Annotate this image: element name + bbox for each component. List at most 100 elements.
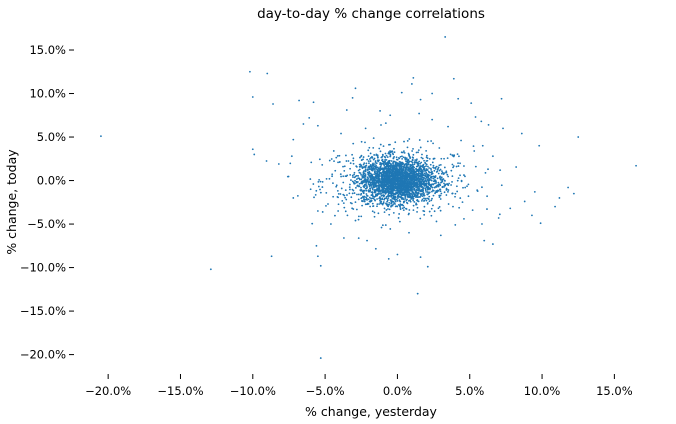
scatter-point <box>384 224 387 226</box>
scatter-point <box>406 189 409 191</box>
scatter-point <box>428 179 431 182</box>
scatter-point <box>379 199 381 202</box>
scatter-point <box>363 184 366 187</box>
scatter-point <box>415 188 418 191</box>
scatter-point <box>404 168 407 171</box>
scatter-point <box>381 173 384 175</box>
scatter-point <box>399 190 402 193</box>
scatter-point <box>446 173 449 176</box>
scatter-point <box>422 168 425 171</box>
scatter-point <box>342 193 345 196</box>
scatter-point <box>428 200 431 203</box>
scatter-point <box>423 194 426 197</box>
scatter-point <box>417 192 420 195</box>
scatter-point <box>422 181 425 184</box>
scatter-point <box>395 156 398 159</box>
scatter-point <box>377 182 380 184</box>
scatter-point <box>384 152 387 155</box>
scatter-point <box>412 148 414 150</box>
scatter-point <box>384 190 387 193</box>
scatter-point <box>332 182 334 185</box>
scatter-point <box>439 177 442 180</box>
scatter-point <box>454 195 456 198</box>
scatter-point <box>407 163 410 165</box>
scatter-point <box>384 160 386 162</box>
scatter-point <box>362 176 365 179</box>
scatter-point <box>437 207 440 210</box>
scatter-point <box>388 152 391 155</box>
scatter-point <box>321 186 324 188</box>
scatter-point <box>334 169 337 172</box>
scatter-point <box>428 210 431 213</box>
scatter-point <box>392 173 395 176</box>
scatter-point <box>414 194 417 196</box>
scatter-point <box>377 160 379 163</box>
scatter-point <box>405 169 407 172</box>
scatter-point <box>351 96 354 99</box>
scatter-point <box>392 211 395 214</box>
scatter-point <box>366 158 369 161</box>
scatter-point <box>419 98 422 101</box>
scatter-point <box>426 154 428 157</box>
scatter-point <box>363 198 366 201</box>
scatter-point <box>406 174 409 177</box>
scatter-point <box>380 181 383 183</box>
scatter-point <box>483 239 486 242</box>
scatter-point <box>270 255 273 258</box>
scatter-point <box>373 191 376 194</box>
scatter-point <box>420 190 422 193</box>
scatter-point <box>383 162 385 165</box>
scatter-point <box>346 174 349 177</box>
scatter-point <box>539 222 542 225</box>
scatter-point <box>423 165 426 168</box>
scatter-point <box>425 149 428 152</box>
scatter-point <box>385 158 388 161</box>
scatter-point <box>391 179 394 182</box>
scatter-point <box>360 186 362 189</box>
scatter-point <box>358 182 361 185</box>
scatter-point <box>369 152 372 155</box>
scatter-point <box>456 153 459 156</box>
scatter-point <box>404 197 407 200</box>
scatter-point <box>388 161 391 164</box>
scatter-point <box>396 189 399 191</box>
x-tick-label: −15.0% <box>157 384 203 398</box>
scatter-point <box>341 199 344 202</box>
scatter-point <box>319 357 322 359</box>
scatter-point <box>362 158 364 161</box>
scatter-point <box>502 127 504 130</box>
scatter-point <box>343 206 346 209</box>
scatter-point <box>353 192 356 194</box>
scatter-point <box>328 159 331 162</box>
scatter-point <box>401 191 404 194</box>
scatter-point <box>415 159 418 162</box>
scatter-point <box>350 196 353 199</box>
scatter-point <box>412 198 414 200</box>
scatter-point <box>426 193 429 196</box>
scatter-point <box>413 177 415 180</box>
scatter-point <box>389 143 391 146</box>
scatter-point <box>369 187 372 190</box>
scatter-point <box>424 162 427 165</box>
scatter-point <box>435 186 438 188</box>
scatter-point <box>424 175 427 177</box>
scatter-point <box>567 186 569 189</box>
scatter-point <box>398 164 400 166</box>
scatter-point <box>393 192 395 195</box>
scatter-point <box>421 153 423 156</box>
scatter-point <box>438 147 441 149</box>
scatter-point <box>408 183 411 186</box>
scatter-point <box>381 159 383 162</box>
scatter-point <box>389 114 392 117</box>
scatter-point <box>387 169 390 172</box>
scatter-point <box>379 167 382 169</box>
scatter-point <box>372 181 375 184</box>
scatter-point <box>345 154 347 157</box>
scatter-point <box>443 184 446 186</box>
scatter-point <box>432 177 435 180</box>
scatter-point <box>431 92 434 95</box>
scatter-point <box>391 197 394 200</box>
scatter-point <box>410 83 413 85</box>
scatter-point <box>387 208 389 210</box>
scatter-point <box>398 180 400 183</box>
